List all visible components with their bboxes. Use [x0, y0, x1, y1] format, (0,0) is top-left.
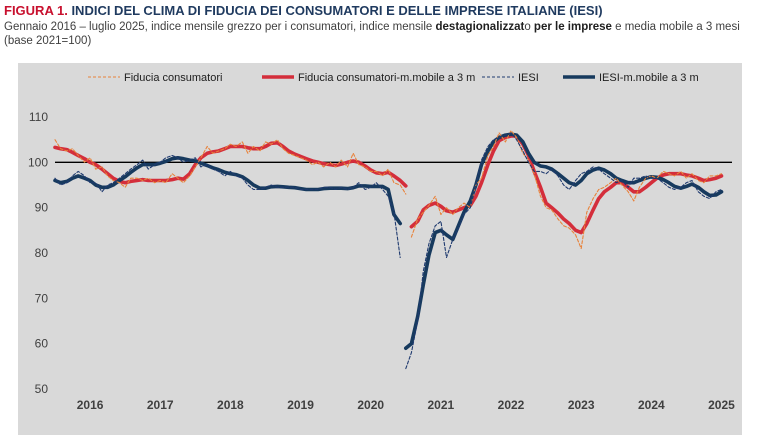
legend-label: Fiducia consumatori-m.mobile a 3 m — [298, 72, 475, 84]
legend-label: Fiducia consumatori — [124, 72, 222, 84]
x-axis: 2016 2017 2018 2019 2020 2021 2022 2023 2024 2025 — [77, 398, 735, 412]
series-line-0 — [54, 130, 723, 250]
x-tick-label: 2020 — [357, 398, 384, 412]
x-tick-label: 2024 — [638, 398, 665, 412]
y-tick-label: 50 — [35, 382, 49, 396]
series-line-2 — [54, 132, 723, 370]
legend: Fiducia consumatori Fiducia consumatori-m… — [88, 72, 699, 84]
x-tick-label: 2025 — [708, 398, 735, 412]
figure-number: FIGURA 1. — [4, 3, 68, 18]
subtitle-part-5: e media mobile a 3 mesi (base 2021=100) — [4, 21, 740, 47]
legend-label: IESI-m.mobile a 3 m — [599, 72, 699, 84]
y-tick-label: 70 — [35, 291, 49, 305]
x-tick-label: 2017 — [147, 398, 174, 412]
figure-subtitle: Gennaio 2016 – luglio 2025, indice mensi… — [4, 20, 764, 48]
subtitle-part-1: Gennaio 2016 – luglio 2025, indice mensi… — [4, 21, 436, 33]
figure-header: FIGURA 1. INDICI DEL CLIMA DI FIDUCIA DE… — [4, 3, 764, 48]
x-tick-label: 2022 — [498, 398, 525, 412]
series-line-3 — [53, 132, 724, 350]
y-tick-label: 110 — [29, 110, 48, 124]
subtitle-part-2: destagionalizzat — [435, 21, 525, 33]
series-layer — [53, 130, 724, 370]
figure-title-text: INDICI DEL CLIMA DI FIDUCIA DEI CONSUMAT… — [71, 3, 603, 18]
x-tick-label: 2016 — [77, 398, 104, 412]
y-axis: 50 60 70 80 90 100 110 — [28, 110, 48, 396]
x-tick-label: 2019 — [287, 398, 314, 412]
legend-label: IESI — [518, 72, 539, 84]
y-tick-label: 80 — [35, 246, 49, 260]
x-tick-label: 2018 — [217, 398, 244, 412]
y-tick-label: 100 — [28, 155, 48, 169]
plot-panel — [18, 63, 742, 435]
figure-title: FIGURA 1. INDICI DEL CLIMA DI FIDUCIA DE… — [4, 3, 764, 19]
x-tick-label: 2023 — [568, 398, 595, 412]
y-tick-label: 60 — [35, 337, 49, 351]
x-tick-label: 2021 — [428, 398, 455, 412]
y-tick-label: 90 — [35, 201, 49, 215]
subtitle-part-4: per le imprese — [533, 21, 612, 33]
subtitle-part-3: o — [524, 21, 534, 33]
